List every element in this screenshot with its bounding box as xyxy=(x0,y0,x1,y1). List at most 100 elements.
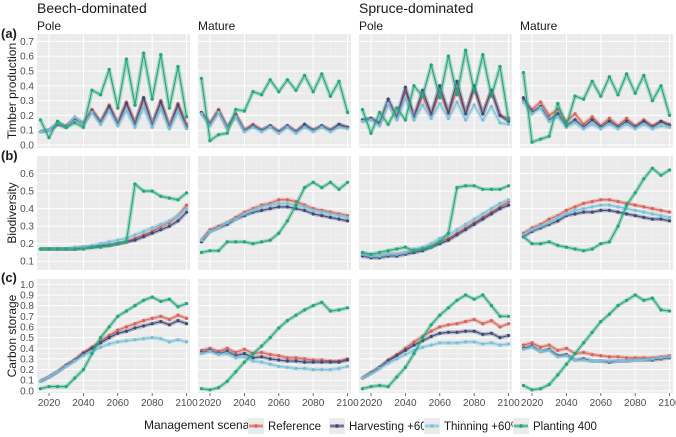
data-point-harvesting-60 xyxy=(142,324,146,328)
data-point-thinning-60 xyxy=(386,252,390,256)
data-point-planting-400 xyxy=(225,240,229,244)
data-point-thinning-60 xyxy=(99,345,103,349)
y-tick-label: 0.7 xyxy=(20,312,34,323)
data-point-thinning-60 xyxy=(650,127,655,131)
data-point-planting-400 xyxy=(303,186,307,190)
y-axis-label-carbon: Carbon storage xyxy=(5,294,19,377)
data-point-thinning-60 xyxy=(590,122,594,126)
data-point-thinning-60 xyxy=(73,359,77,363)
data-point-thinning-60 xyxy=(337,125,341,129)
data-point-thinning-60 xyxy=(573,208,577,212)
data-point-planting-400 xyxy=(346,110,350,115)
data-point-planting-400 xyxy=(607,312,612,316)
data-point-planting-400 xyxy=(429,323,433,327)
data-point-planting-400 xyxy=(590,247,594,251)
data-point-planting-400 xyxy=(99,93,103,97)
data-point-harvesting-60 xyxy=(90,346,94,350)
data-point-thinning-60 xyxy=(159,337,163,341)
y-tick-label: 0.1 xyxy=(20,257,34,268)
data-point-thinning-60 xyxy=(268,125,272,129)
row-tag-b: (b) xyxy=(1,148,18,163)
data-point-thinning-60 xyxy=(455,341,459,345)
data-point-planting-400 xyxy=(73,247,77,251)
data-point-thinning-60 xyxy=(260,205,264,209)
y-tick-label: 0.2 xyxy=(20,239,34,250)
data-point-reference xyxy=(642,205,646,209)
data-point-thinning-60 xyxy=(633,358,637,362)
data-point-harvesting-60 xyxy=(472,329,476,333)
data-point-thinning-60 xyxy=(582,358,586,362)
data-point-thinning-60 xyxy=(582,127,586,131)
data-point-thinning-60 xyxy=(530,228,534,232)
data-point-harvesting-60 xyxy=(556,219,560,223)
data-point-planting-400 xyxy=(547,134,551,138)
data-point-planting-400 xyxy=(530,242,534,246)
data-point-harvesting-60 xyxy=(507,333,511,338)
data-point-planting-400 xyxy=(464,293,468,297)
panel-biodiversity-beech-mature xyxy=(198,156,351,270)
series-layer xyxy=(360,48,511,136)
y-tick-label: 0.4 xyxy=(20,81,34,92)
x-tick-label: 2040 xyxy=(233,398,256,409)
series-layer xyxy=(521,293,672,392)
data-point-planting-400 xyxy=(625,203,629,207)
data-point-planting-400 xyxy=(481,53,485,57)
data-point-harvesting-60 xyxy=(650,217,655,221)
legend-key-point xyxy=(335,424,339,428)
data-point-thinning-60 xyxy=(498,201,502,205)
data-point-thinning-60 xyxy=(455,100,459,104)
data-point-planting-400 xyxy=(616,304,620,308)
data-point-planting-400 xyxy=(599,320,603,324)
data-point-planting-400 xyxy=(625,72,629,76)
data-point-harvesting-60 xyxy=(386,359,390,363)
data-point-planting-400 xyxy=(556,243,560,247)
data-point-planting-400 xyxy=(73,376,77,380)
data-point-planting-400 xyxy=(242,240,246,244)
data-point-planting-400 xyxy=(650,166,655,170)
data-point-thinning-60 xyxy=(185,340,189,344)
data-point-planting-400 xyxy=(303,73,307,78)
data-point-thinning-60 xyxy=(116,340,120,344)
x-tick-label: 2040 xyxy=(394,398,417,409)
data-point-thinning-60 xyxy=(573,121,577,125)
data-point-harvesting-60 xyxy=(446,330,450,334)
data-point-harvesting-60 xyxy=(159,100,163,104)
data-point-reference xyxy=(277,198,281,202)
data-point-planting-400 xyxy=(530,388,534,392)
data-point-planting-400 xyxy=(489,304,493,308)
data-point-planting-400 xyxy=(378,383,382,388)
data-point-thinning-60 xyxy=(217,110,221,115)
data-point-planting-400 xyxy=(99,336,103,340)
data-point-reference xyxy=(225,346,229,350)
data-point-thinning-60 xyxy=(556,355,560,359)
x-tick-label: 2080 xyxy=(141,398,164,409)
data-point-planting-400 xyxy=(159,53,163,57)
data-point-planting-400 xyxy=(633,293,637,297)
data-point-thinning-60 xyxy=(133,233,137,237)
data-point-planting-400 xyxy=(142,298,146,302)
data-point-planting-400 xyxy=(277,231,281,235)
data-point-thinning-60 xyxy=(116,238,120,242)
data-point-harvesting-60 xyxy=(429,334,433,339)
data-point-planting-400 xyxy=(142,51,146,55)
data-point-thinning-60 xyxy=(429,116,433,120)
y-axis-label-biodiversity: Biodiversity xyxy=(5,182,19,243)
data-point-thinning-60 xyxy=(251,125,255,129)
data-point-thinning-60 xyxy=(438,102,442,106)
data-point-thinning-60 xyxy=(590,205,594,209)
data-point-harvesting-60 xyxy=(498,207,502,211)
data-point-reference xyxy=(539,345,543,349)
data-point-planting-400 xyxy=(556,373,560,377)
data-point-thinning-60 xyxy=(311,208,315,212)
data-point-reference xyxy=(556,348,560,352)
data-point-harvesting-60 xyxy=(176,103,180,107)
data-point-reference xyxy=(564,346,569,350)
data-point-thinning-60 xyxy=(337,214,341,218)
data-point-thinning-60 xyxy=(625,122,629,126)
data-point-planting-400 xyxy=(47,385,51,389)
data-point-planting-400 xyxy=(438,313,442,317)
data-point-reference xyxy=(234,350,238,355)
data-point-planting-400 xyxy=(386,122,390,126)
data-point-planting-400 xyxy=(607,75,612,79)
